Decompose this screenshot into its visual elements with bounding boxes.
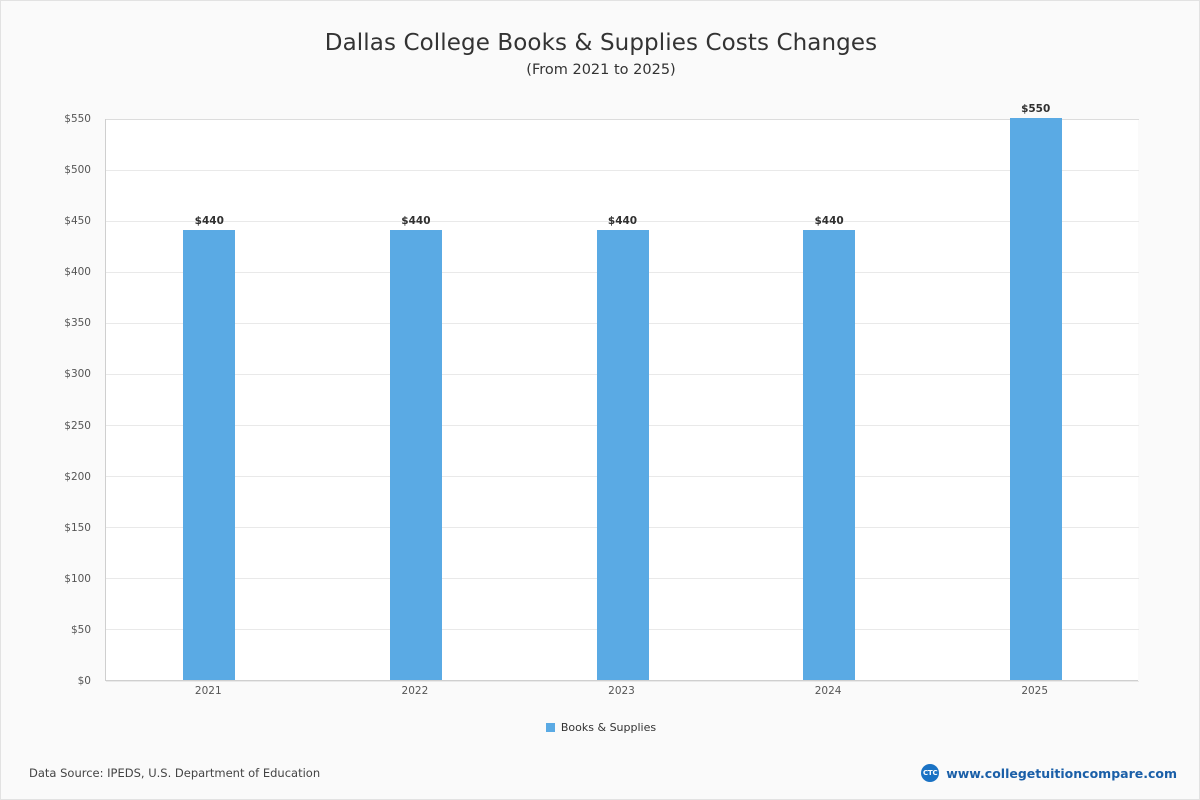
y-axis-tick-label: $100 <box>64 572 91 585</box>
bar-value-label: $550 <box>1021 103 1051 115</box>
legend-label: Books & Supplies <box>560 720 657 734</box>
bar-2021[interactable] <box>183 230 236 680</box>
bar-value-label: $440 <box>194 215 224 228</box>
y-axis-tick-label: $300 <box>64 368 91 381</box>
x-axis-tick-label: 2023 <box>608 685 635 697</box>
gridline <box>106 118 1139 120</box>
chart-subtitle: (From 2021 to 2025) <box>526 62 676 78</box>
y-axis-tick-label: $150 <box>64 521 91 534</box>
y-axis-tick-label: $250 <box>64 419 91 432</box>
data-source-text: Data Source: IPEDS, U.S. Department of E… <box>29 766 321 780</box>
x-axis-labels: 2021 2022 2023 2024 2025 <box>105 685 1138 703</box>
title-block: Dallas College Books & Supplies Costs Ch… <box>1 29 1200 81</box>
plot-wrap: $440 $440 $440 $440 $550 <box>105 103 1139 682</box>
y-axis-tick-label: $550 <box>64 113 91 125</box>
bar-2024[interactable] <box>803 230 856 680</box>
legend-item[interactable]: Books & Supplies <box>545 720 657 734</box>
legend-swatch-icon <box>545 722 555 732</box>
brand-logo-icon: CTC <box>921 764 940 782</box>
x-axis-tick-label: 2024 <box>814 685 842 697</box>
plot-area: $440 $440 $440 $440 $550 <box>105 103 1139 682</box>
bar-2023[interactable] <box>596 230 649 680</box>
y-axis-tick-label: $0 <box>77 675 91 687</box>
y-axis-tick-label: $50 <box>70 623 91 636</box>
bar-2022[interactable] <box>389 230 442 680</box>
y-axis-tick-label: $500 <box>64 164 91 177</box>
bar-value-label: $440 <box>814 215 844 228</box>
y-axis-tick-label: $200 <box>64 470 91 483</box>
x-axis-tick-label: 2022 <box>401 685 429 697</box>
chart-legend: Books & Supplies <box>1 720 1200 733</box>
bar-value-label: $440 <box>401 215 431 228</box>
bar-value-label: $440 <box>607 215 638 228</box>
y-axis-tick-label: $400 <box>64 266 91 279</box>
bar-2025[interactable] <box>1009 118 1062 680</box>
gridline <box>106 680 1139 682</box>
brand-footer[interactable]: CTC www.collegetuitioncompare.com <box>921 763 1177 783</box>
gridline <box>106 220 1139 222</box>
brand-url-link[interactable]: www.collegetuitioncompare.com <box>946 765 1177 781</box>
x-axis-tick-label: 2025 <box>1021 685 1049 697</box>
x-axis-tick-label: 2021 <box>194 685 222 697</box>
y-axis-tick-label: $450 <box>64 215 91 228</box>
y-axis-labels: $0 $50 $100 $150 $200 $250 $300 $350 $400 $450 $50… <box>1 113 98 687</box>
page-title: Dallas College Books & Supplies Costs Ch… <box>324 30 878 56</box>
y-axis-tick-label: $350 <box>64 317 91 330</box>
gridline <box>106 169 1139 171</box>
